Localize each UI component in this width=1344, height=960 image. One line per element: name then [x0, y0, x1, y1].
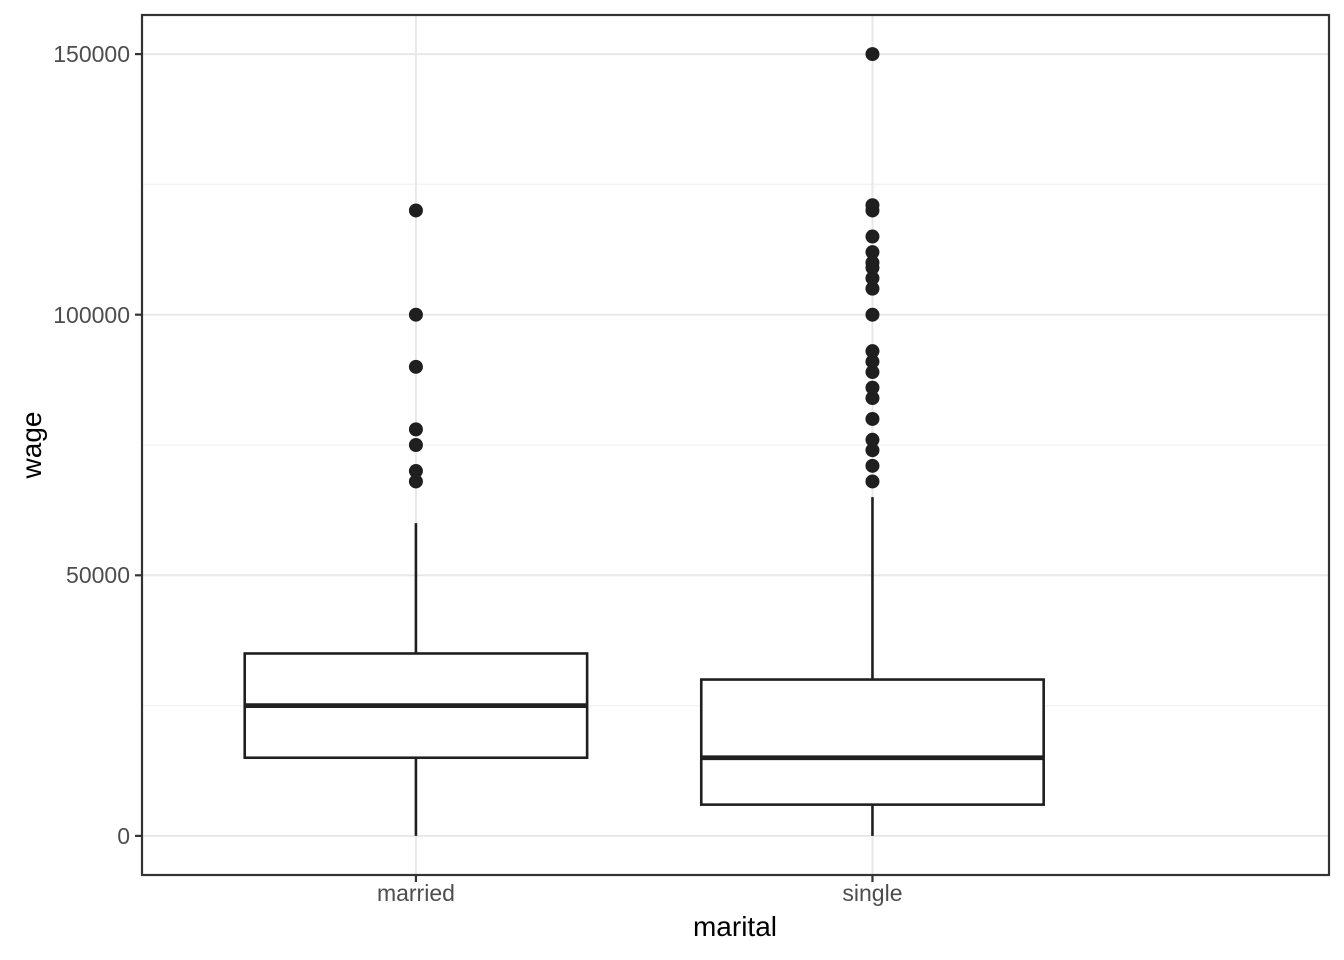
outlier-point-married	[408, 203, 423, 218]
outlier-point-married	[408, 359, 423, 374]
outlier-point-single	[865, 391, 880, 406]
outlier-point-single	[865, 432, 880, 447]
y-tick-label: 100000	[53, 301, 130, 328]
x-axis-title: marital	[692, 911, 777, 942]
y-axis-title: wage	[16, 411, 47, 479]
outlier-point-single	[865, 271, 880, 286]
outlier-point-single	[865, 443, 880, 458]
outlier-point-single	[865, 411, 880, 426]
outlier-point-single	[865, 229, 880, 244]
outlier-point-married	[408, 464, 423, 479]
outlier-point-single	[865, 344, 880, 359]
outlier-point-single	[865, 198, 880, 213]
outlier-point-single	[865, 380, 880, 395]
outlier-point-married	[408, 422, 423, 437]
outlier-point-single	[865, 458, 880, 473]
outlier-point-single	[865, 47, 880, 62]
x-tick-label-single: single	[842, 880, 903, 906]
y-tick-label: 50000	[66, 562, 130, 589]
panel-border	[140, 13, 1331, 877]
outlier-point-single	[865, 474, 880, 489]
outlier-point-married	[408, 474, 423, 489]
x-tick-label-married: married	[376, 880, 455, 906]
outlier-point-single	[865, 245, 880, 260]
y-tick-label: 0	[117, 822, 130, 849]
box-single	[699, 678, 1045, 806]
outlier-point-married	[408, 438, 423, 452]
outlier-point-single	[865, 281, 880, 296]
outlier-point-single	[865, 354, 880, 369]
outlier-point-single	[865, 365, 880, 380]
outlier-point-single	[865, 307, 880, 322]
y-tick-label: 150000	[53, 41, 130, 68]
outlier-point-married	[408, 307, 423, 322]
outlier-point-single	[865, 255, 880, 270]
